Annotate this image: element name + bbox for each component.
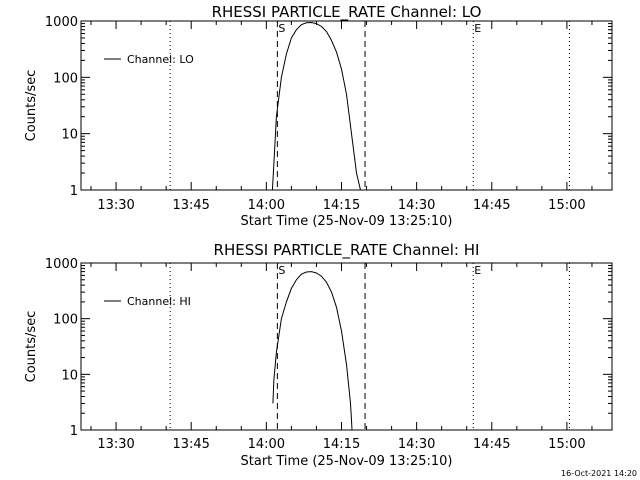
y-tick-label: 10 [61, 368, 78, 383]
chart-title: RHESSI PARTICLE_RATE Channel: LO [212, 3, 482, 22]
legend-label: Channel: HI [127, 295, 191, 308]
marker-label: E [474, 22, 481, 35]
y-tick-label: 1000 [45, 15, 78, 30]
y-tick-label: 1 [70, 424, 78, 439]
x-tick-label: 14:45 [473, 198, 510, 213]
x-tick-label: 14:15 [323, 437, 360, 452]
x-tick-label: 13:45 [172, 437, 209, 452]
marker-label: S [278, 22, 285, 35]
x-axis-label: Start Time (25-Nov-09 13:25:10) [241, 214, 453, 229]
x-tick-label: 15:00 [548, 437, 585, 452]
y-tick-label: 100 [53, 313, 78, 328]
series-line [272, 271, 353, 431]
chart-panel-hi: RHESSI PARTICLE_RATE Channel: HI S E 13:30 1… [24, 241, 613, 469]
x-tick-label: 14:45 [473, 437, 510, 452]
marker-label: E [474, 264, 481, 277]
y-tick-label: 1 [70, 184, 78, 199]
plot-frame [80, 20, 613, 191]
chart-title: RHESSI PARTICLE_RATE Channel: HI [214, 241, 480, 260]
series-line [271, 21, 361, 191]
y-axis-label: Counts/sec [24, 311, 39, 383]
legend-label: Channel: LO [127, 53, 194, 66]
x-tick-label: 13:30 [97, 198, 134, 213]
x-tick-label: 13:45 [172, 198, 209, 213]
y-tick-label: 10 [61, 128, 78, 143]
y-tick-label: 1000 [45, 257, 78, 272]
x-axis-label: Start Time (25-Nov-09 13:25:10) [241, 454, 453, 469]
y-tick-label: 100 [53, 71, 78, 86]
y-axis-label: Counts/sec [24, 70, 39, 142]
x-tick-label: 14:15 [323, 198, 360, 213]
plot-frame [80, 262, 613, 431]
x-tick-label: 14:00 [248, 198, 285, 213]
marker-label: S [278, 264, 285, 277]
x-tick-label: 14:00 [248, 437, 285, 452]
footer-timestamp: 16-Oct-2021 14:20 [561, 469, 637, 478]
x-tick-label: 14:30 [398, 198, 435, 213]
chart-panel-lo: RHESSI PARTICLE_RATE Channel: LOS E 13:30 1… [24, 3, 613, 229]
x-tick-label: 15:00 [548, 198, 585, 213]
x-tick-label: 13:30 [97, 437, 134, 452]
x-tick-label: 14:30 [398, 437, 435, 452]
